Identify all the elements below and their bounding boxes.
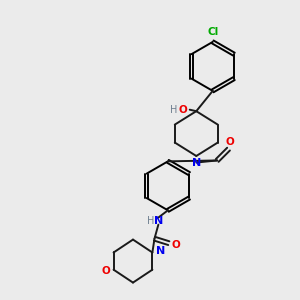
Text: H: H [170, 105, 178, 115]
Text: O: O [172, 240, 181, 250]
Text: O: O [226, 137, 234, 147]
Text: Cl: Cl [207, 27, 218, 38]
Text: N: N [192, 158, 201, 168]
Text: H: H [146, 216, 154, 226]
Text: N: N [156, 246, 165, 256]
Text: N: N [154, 216, 163, 226]
Text: O: O [101, 266, 110, 276]
Text: O: O [178, 105, 187, 115]
